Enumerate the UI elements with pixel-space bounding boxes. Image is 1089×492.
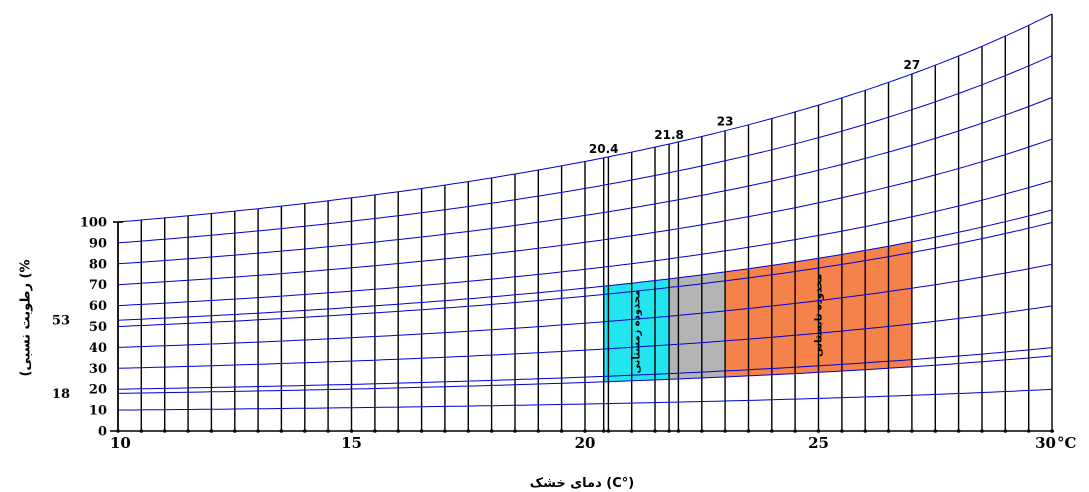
- x-tick-label: 25: [808, 434, 829, 452]
- x-tick-label: 20: [575, 434, 596, 452]
- temperature-marker-label: 20.4: [589, 142, 619, 156]
- y-tick-label: 80: [89, 257, 107, 272]
- y-tick-label: 10: [89, 404, 107, 419]
- rh-marker-label: 53: [52, 314, 70, 329]
- rh-marker-label: 18: [52, 387, 70, 402]
- x-axis-title: دمای خشک (C°): [530, 476, 634, 491]
- x-tick-label: 30: [1035, 434, 1056, 452]
- y-axis-title: (رطوبت نسبی (%: [19, 259, 34, 376]
- rh-curve: [117, 222, 1053, 327]
- y-tick-label: 70: [89, 278, 107, 293]
- labels: 20.4 21.8 23 27 دمای خشک (C°) (رطوبت نسبی (%: [19, 58, 921, 491]
- temperature-marker-label: 23: [717, 115, 734, 129]
- rh-curve: [117, 305, 1053, 369]
- rh-curve: [117, 138, 1053, 286]
- rh-curve: [117, 96, 1053, 265]
- y-tick-label: 50: [89, 320, 107, 335]
- rh-curve: [117, 355, 1053, 394]
- rh-curve: [117, 347, 1053, 390]
- y-tick-label: 90: [89, 236, 107, 251]
- x-unit-label: °C: [1057, 434, 1077, 452]
- dry-bulb-lines: [116, 14, 1054, 433]
- zone-overlap: [669, 271, 726, 380]
- rh-curve: [117, 209, 1053, 321]
- y-tick-label: 30: [89, 362, 107, 377]
- zone-label-winter: محدوده زمستانی: [631, 290, 642, 374]
- y-tick-label: 20: [89, 383, 107, 398]
- rh-curve: [117, 388, 1053, 411]
- x-tick-label: 10: [110, 434, 131, 452]
- y-tick-label: 0: [98, 425, 107, 440]
- y-tick-label: 40: [89, 341, 107, 356]
- temperature-marker-label: 27: [904, 58, 921, 72]
- y-tick-label: 100: [80, 216, 107, 231]
- rh-curve: [117, 13, 1053, 223]
- rh-curve: [117, 263, 1053, 348]
- rh-curve: [117, 180, 1053, 307]
- temperature-marker-label: 21.8: [654, 128, 684, 142]
- y-tick-label: 60: [89, 299, 107, 314]
- zone-winter: [603, 278, 670, 382]
- rh-curves: [117, 13, 1053, 411]
- x-tick-label: 15: [341, 434, 362, 452]
- rh-curve: [117, 55, 1053, 244]
